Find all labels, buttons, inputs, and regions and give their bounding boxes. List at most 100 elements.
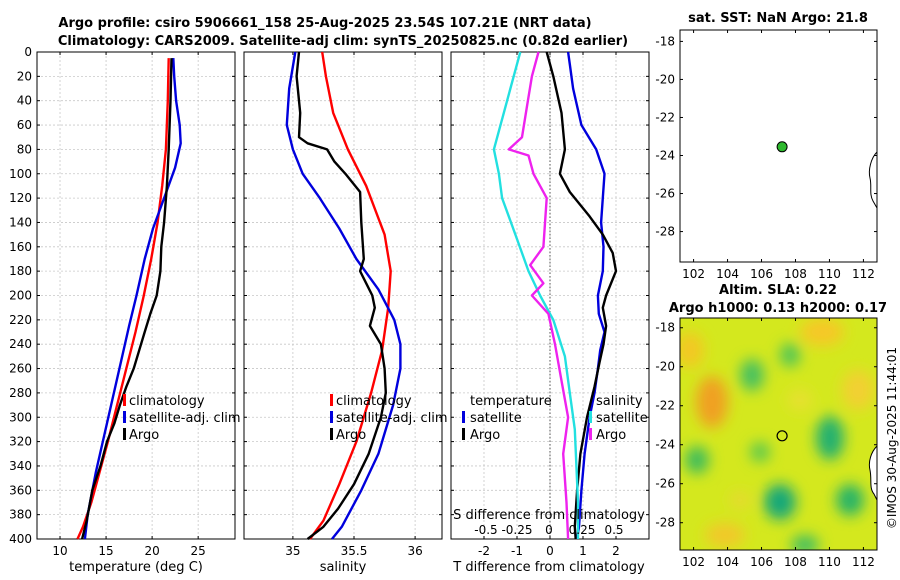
- x-tick-label: 2: [612, 544, 620, 558]
- sla-low-anomaly: [764, 484, 796, 520]
- sla-map-panel: 102 104 106 108 110 112 -28 -26 -24 -22 -20 -18: [655, 317, 878, 569]
- x-tick-label: 10: [52, 544, 67, 558]
- legend-swatch-t-satellite: [462, 411, 465, 423]
- sla-low-anomaly: [816, 416, 844, 460]
- salinity-lines: [285, 51, 402, 540]
- sla-high-anomaly: [788, 390, 812, 410]
- s-tick: 0: [545, 523, 553, 537]
- legend-label-t-argo: Argo: [470, 428, 500, 443]
- sla-map-title-2: Argo h1000: 0.13 h2000: 0.17: [669, 301, 887, 316]
- sst-map-title: sat. SST: NaN Argo: 21.8: [688, 11, 868, 26]
- depth-tick-label: 100: [9, 167, 32, 181]
- series-line-satellite-adj-clim: [83, 58, 182, 540]
- lat-tick-label: -22: [655, 399, 675, 413]
- lon-tick-label: 110: [818, 267, 841, 281]
- float-position-marker: [776, 141, 788, 153]
- sla-low-anomaly: [791, 535, 819, 550]
- series-line-climatology: [309, 51, 392, 540]
- legend-heading-temperature: temperature: [470, 394, 552, 409]
- lon-tick-label: 112: [852, 555, 875, 569]
- lat-tick-label: -24: [655, 149, 675, 163]
- s-tick: -0.25: [501, 523, 532, 537]
- lon-tick-label: 102: [682, 555, 705, 569]
- sla-map-title-1: Altim. SLA: 0.22: [719, 283, 837, 298]
- depth-tick-label: 20: [17, 69, 32, 83]
- legend-swatch-satellite: [123, 411, 126, 423]
- lat-tick-label: -26: [655, 477, 675, 491]
- x-tick-label: -2: [478, 544, 490, 558]
- legend-label-satellite: satellite-adj. clim: [336, 411, 448, 426]
- legend-label-s-argo: Argo: [596, 428, 626, 443]
- sla-high-anomaly: [696, 376, 728, 428]
- lat-tick-label: -20: [655, 72, 675, 86]
- sla-heatmap: [680, 318, 877, 550]
- depth-tick-label: 60: [17, 118, 32, 132]
- x-tick-label: 36: [407, 544, 422, 558]
- sla-low-anomaly: [740, 359, 764, 391]
- x-tick-label: 25: [191, 544, 206, 558]
- series-line-argo: [295, 51, 387, 540]
- legend-swatch-t-argo: [462, 428, 465, 440]
- difference-legend-salinity: salinity satellite Argo: [589, 394, 648, 443]
- depth-tick-label: 360: [9, 483, 32, 497]
- lon-tick-label: 108: [784, 555, 807, 569]
- legend-label-satellite: satellite-adj. clim: [129, 411, 241, 426]
- series-line-s-argo: [507, 51, 570, 540]
- x-tick-label: 1: [579, 544, 587, 558]
- sla-high-anomaly: [705, 523, 745, 547]
- lon-tick-label: 106: [750, 267, 773, 281]
- t-difference-label: T difference from climatology: [452, 560, 645, 575]
- depth-tick-label: 220: [9, 313, 32, 327]
- depth-tick-label: 140: [9, 215, 32, 229]
- sla-map-ticks: 102 104 106 108 110 112 -28 -26 -24 -22 -20 -18: [655, 318, 877, 569]
- coastline: [868, 445, 877, 501]
- lat-tick-label: -20: [655, 360, 675, 374]
- sla-low-anomaly: [685, 446, 709, 474]
- difference-panel: -2 -1 0 1 2 S difference from climatology -0…: [450, 51, 650, 575]
- sla-high-anomaly: [842, 370, 874, 410]
- depth-tick-label: 300: [9, 410, 32, 424]
- lon-tick-label: 104: [716, 267, 739, 281]
- x-tick-label: 35.5: [341, 544, 368, 558]
- salinity-panel: 35 35.5 36 salinity climatology satellite-…: [243, 51, 448, 575]
- salinity-legend: climatology satellite-adj. clim Argo: [330, 394, 448, 443]
- sst-map-panel: 102 104 106 108 110 112 -28 -26 -24 -22 -20 -18: [655, 29, 878, 281]
- difference-grid: [451, 51, 649, 540]
- sla-low-anomaly: [750, 442, 770, 462]
- depth-tick-label: 380: [9, 508, 32, 522]
- s-tick: -0.5: [474, 523, 497, 537]
- title-line-1: Argo profile: csiro 5906661_158 25-Aug-2…: [58, 16, 591, 31]
- legend-swatch-climatology: [123, 394, 126, 406]
- depth-tick-label: 40: [17, 94, 32, 108]
- salinity-grid: [244, 51, 442, 540]
- legend-label-t-satellite: satellite: [470, 411, 522, 426]
- lon-tick-label: 108: [784, 267, 807, 281]
- depth-tick-label: 400: [9, 532, 32, 546]
- difference-legend-temperature: temperature satellite Argo: [462, 394, 552, 443]
- lat-tick-label: -28: [655, 225, 675, 239]
- s-tick: 0.5: [604, 523, 623, 537]
- depth-tick-label: 80: [17, 142, 32, 156]
- temperature-legend: climatology satellite-adj. clim Argo: [123, 394, 241, 443]
- lon-tick-label: 110: [818, 555, 841, 569]
- temperature-xlabel: temperature (deg C): [69, 560, 203, 575]
- x-tick-label: -1: [511, 544, 523, 558]
- lon-tick-label: 106: [750, 555, 773, 569]
- legend-swatch-satellite: [330, 411, 333, 423]
- series-line-satellite-adj-clim: [285, 51, 402, 540]
- lat-tick-label: -28: [655, 516, 675, 530]
- series-line-argo: [80, 58, 173, 540]
- coastline: [868, 151, 878, 209]
- sla-high-anomaly: [800, 318, 844, 346]
- difference-lines: [492, 51, 618, 540]
- lon-tick-label: 104: [716, 555, 739, 569]
- x-tick-label: 20: [144, 544, 159, 558]
- lat-tick-label: -24: [655, 438, 675, 452]
- series-line-s-satellite: [492, 51, 580, 539]
- temperature-panel: 0 20 40 60 80 100 120 140 160 180 200 220 240 260 280 3…: [9, 45, 241, 575]
- title-line-2: Climatology: CARS2009. Satellite-adj cli…: [58, 34, 628, 49]
- series-line-t-satellite: [566, 51, 606, 540]
- salinity-xlabel: salinity: [320, 560, 367, 575]
- x-tick-label: 15: [98, 544, 113, 558]
- legend-label-s-satellite: satellite: [596, 411, 648, 426]
